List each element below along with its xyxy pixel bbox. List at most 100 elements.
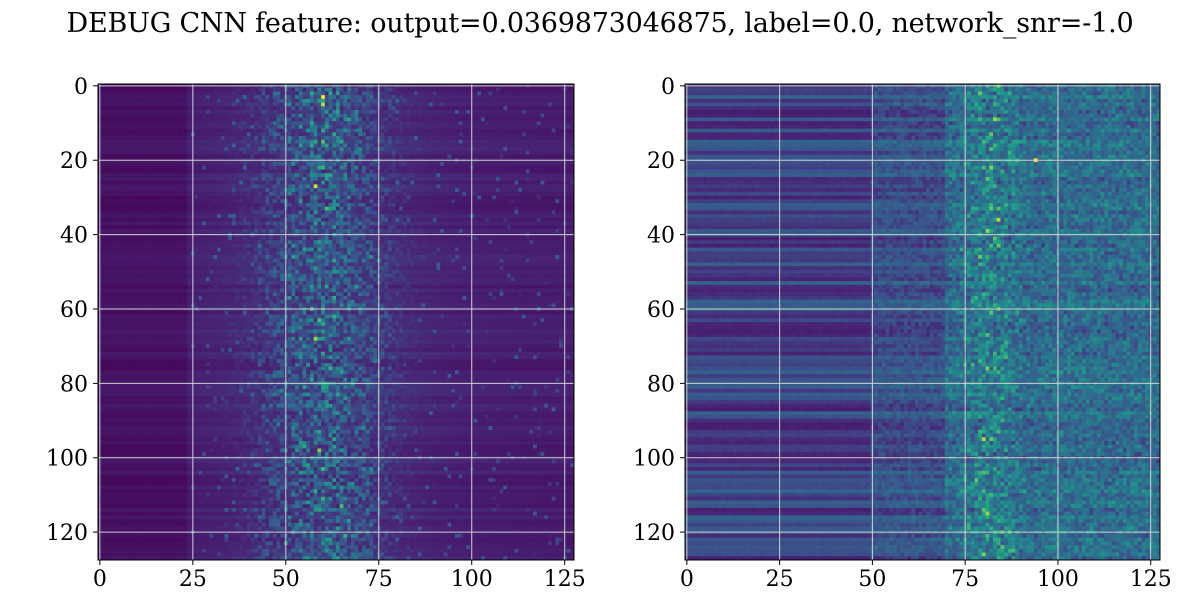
heatmap-cell xyxy=(425,170,429,174)
heatmap-cell xyxy=(265,170,269,174)
heatmap-cell xyxy=(135,222,139,226)
heatmap-cell xyxy=(258,151,262,155)
heatmap-cell xyxy=(277,184,281,188)
heatmap-cell xyxy=(477,173,481,177)
heatmap-cell xyxy=(492,88,496,92)
heatmap-cell xyxy=(172,121,176,125)
heatmap-cell xyxy=(351,151,355,155)
heatmap-cell xyxy=(466,162,470,166)
heatmap-cell xyxy=(158,125,162,129)
heatmap-cell xyxy=(544,170,548,174)
heatmap-cell xyxy=(228,121,232,125)
heatmap-cell xyxy=(332,162,336,166)
heatmap-cell xyxy=(410,170,414,174)
heatmap-cell xyxy=(158,121,162,125)
heatmap-cell xyxy=(105,132,109,136)
heatmap-cell xyxy=(317,214,321,218)
heatmap-cell xyxy=(120,136,124,140)
heatmap-cell xyxy=(169,151,173,155)
heatmap-cell xyxy=(418,184,422,188)
heatmap-cell xyxy=(537,140,541,144)
heatmap-cell xyxy=(329,136,333,140)
heatmap-cell xyxy=(135,184,139,188)
heatmap-cell xyxy=(105,121,109,125)
heatmap-cell xyxy=(492,129,496,133)
heatmap-cell xyxy=(124,184,128,188)
heatmap-cell xyxy=(392,110,396,114)
heatmap-cell xyxy=(258,196,262,200)
heatmap-cell xyxy=(332,199,336,203)
heatmap-cell xyxy=(425,114,429,118)
heatmap-cell xyxy=(314,177,318,181)
heatmap-cell xyxy=(247,95,251,99)
heatmap-cell xyxy=(433,214,437,218)
heatmap-cell xyxy=(503,114,507,118)
heatmap-cell xyxy=(158,177,162,181)
heatmap-cell xyxy=(340,129,344,133)
heatmap-cell xyxy=(221,214,225,218)
heatmap-cell xyxy=(403,177,407,181)
heatmap-cell xyxy=(515,166,519,170)
heatmap-cell xyxy=(105,218,109,222)
heatmap-cell xyxy=(105,229,109,233)
heatmap-cell xyxy=(544,173,548,177)
heatmap-cell xyxy=(332,114,336,118)
heatmap-cell xyxy=(355,136,359,140)
heatmap-cell xyxy=(180,196,184,200)
heatmap-cell xyxy=(559,103,563,107)
heatmap-cell xyxy=(496,199,500,203)
heatmap-cell xyxy=(340,177,344,181)
heatmap-cell xyxy=(440,144,444,148)
heatmap-cell xyxy=(477,144,481,148)
heatmap-cell xyxy=(221,88,225,92)
heatmap-cell xyxy=(332,144,336,148)
heatmap-cell xyxy=(481,184,485,188)
heatmap-cell xyxy=(262,95,266,99)
heatmap-cell xyxy=(299,106,303,110)
heatmap-cell xyxy=(217,162,221,166)
heatmap-cell xyxy=(329,184,333,188)
heatmap-cell xyxy=(340,144,344,148)
heatmap-cell xyxy=(436,132,440,136)
heatmap-cell xyxy=(295,203,299,207)
heatmap-cell xyxy=(303,95,307,99)
heatmap-cell xyxy=(239,129,243,133)
heatmap-cell xyxy=(139,177,143,181)
heatmap-cell xyxy=(217,144,221,148)
heatmap-cell xyxy=(269,95,273,99)
heatmap-cell xyxy=(154,117,158,121)
heatmap-cell xyxy=(325,95,329,99)
heatmap-cell xyxy=(291,103,295,107)
heatmap-cell xyxy=(321,177,325,181)
heatmap-cell xyxy=(176,222,180,226)
heatmap-cell xyxy=(117,125,121,129)
heatmap-cell xyxy=(254,214,258,218)
heatmap-cell xyxy=(436,91,440,95)
heatmap-cell xyxy=(180,218,184,222)
heatmap-cell xyxy=(507,203,511,207)
heatmap-cell xyxy=(366,155,370,159)
heatmap-cell xyxy=(351,184,355,188)
heatmap-cell xyxy=(425,106,429,110)
heatmap-cell xyxy=(172,99,176,103)
heatmap-cell xyxy=(325,210,329,214)
heatmap-cell xyxy=(477,125,481,129)
heatmap-cell xyxy=(425,91,429,95)
heatmap-cell xyxy=(202,173,206,177)
heatmap-cell xyxy=(403,106,407,110)
heatmap-cell xyxy=(418,214,422,218)
heatmap-cell xyxy=(340,170,344,174)
heatmap-cell xyxy=(418,225,422,229)
heatmap-cell xyxy=(236,155,240,159)
heatmap-cell xyxy=(451,136,455,140)
heatmap-cell xyxy=(180,95,184,99)
heatmap-cell xyxy=(362,184,366,188)
heatmap-cell xyxy=(195,170,199,174)
heatmap-cell xyxy=(548,147,552,151)
heatmap-cell xyxy=(291,166,295,170)
heatmap-cell xyxy=(303,225,307,229)
heatmap-cell xyxy=(314,125,318,129)
heatmap-cell xyxy=(459,199,463,203)
heatmap-cell xyxy=(384,103,388,107)
heatmap-cell xyxy=(150,125,154,129)
